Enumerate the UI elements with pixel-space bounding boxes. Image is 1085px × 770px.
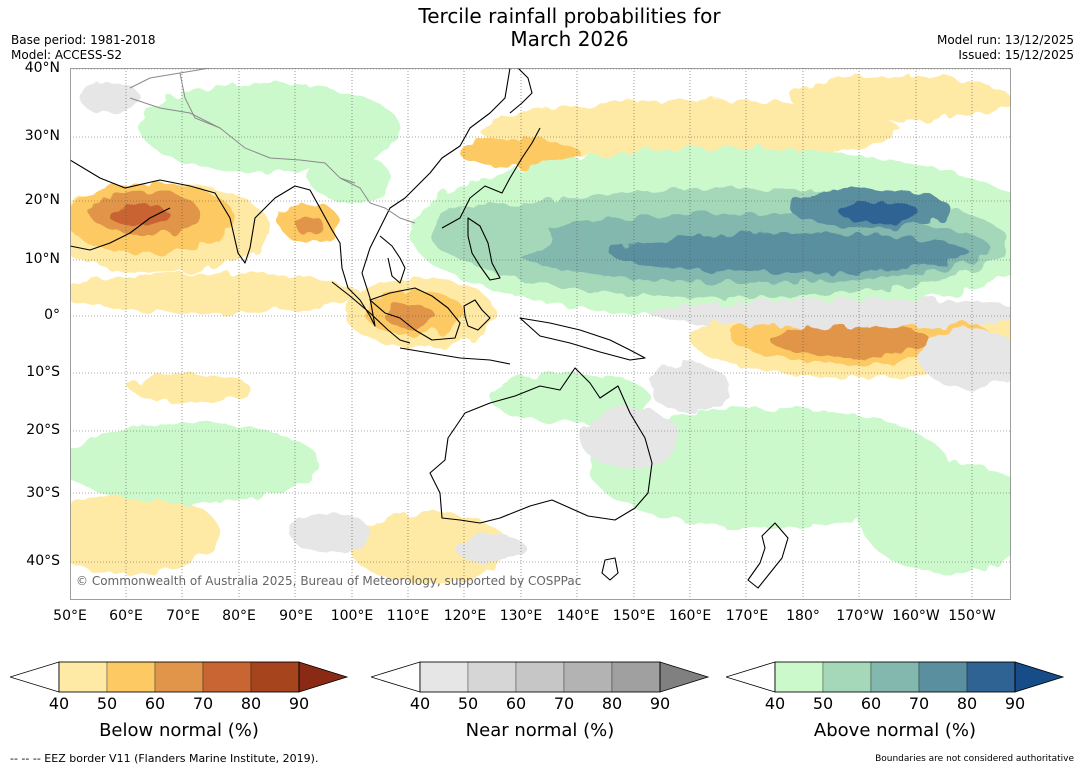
lon-label: 160°E — [668, 608, 712, 624]
lat-label: 20°N — [24, 192, 60, 208]
lat-label: 20°S — [26, 422, 60, 438]
cb-below-tick: 50 — [96, 694, 118, 713]
cb-near-tick: 50 — [457, 694, 479, 713]
colorbar-swatch — [611, 661, 661, 693]
lon-label: 50°E — [53, 608, 87, 624]
cb-below-tick: 40 — [48, 694, 70, 713]
lat-label: 30°S — [26, 485, 60, 501]
lon-label: 180° — [786, 608, 820, 624]
eez-border-note: -- -- -- EEZ border V11 (Flanders Marine… — [10, 752, 319, 765]
cb-near-tick: 80 — [601, 694, 623, 713]
lon-label: 80°E — [222, 608, 256, 624]
colorbar-swatch — [774, 661, 824, 693]
lon-label: 150°E — [612, 608, 656, 624]
colorbar-swatch — [467, 661, 517, 693]
cb-near-tick: 60 — [505, 694, 527, 713]
boundaries-disclaimer: Boundaries are not considered authoritat… — [875, 754, 1074, 764]
cb-near-tick: 70 — [553, 694, 575, 713]
cb-above-tick: 40 — [764, 694, 786, 713]
colorbar-swatch — [966, 661, 1016, 693]
colorbar-below — [10, 661, 349, 693]
lon-label: 170°E — [725, 608, 769, 624]
lon-label: 150°W — [948, 608, 996, 624]
cb-above-tick: 90 — [1004, 694, 1026, 713]
colorbar-above — [726, 661, 1065, 693]
lon-label: 100°E — [330, 608, 374, 624]
colorbar-outline — [419, 661, 661, 693]
colorbar-swatch — [106, 661, 156, 693]
colorbar-above-swatches — [726, 661, 1065, 693]
colorbar-swatch — [822, 661, 872, 693]
colorbar-swatch — [154, 661, 204, 693]
colorbar-swatch — [419, 661, 469, 693]
colorbar-swatch — [515, 661, 565, 693]
lon-label: 140°E — [556, 608, 600, 624]
colorbar-near-swatches — [371, 661, 710, 693]
lat-label: 10°S — [26, 364, 60, 380]
colorbar-near-title: Near normal (%) — [465, 720, 615, 741]
colorbar-below-swatches — [10, 661, 349, 693]
model-run: Model run: 13/12/2025 — [936, 33, 1074, 47]
lon-label: 90°E — [279, 608, 313, 624]
country-borders — [129, 68, 416, 224]
rainfall-map: © Commonwealth of Australia 2025, Bureau… — [70, 68, 1011, 600]
colorbar-high-triangle — [1014, 661, 1065, 693]
colorbar-above-title: Above normal (%) — [813, 720, 977, 741]
title-line-1: Tercile rainfall probabilities for — [418, 4, 721, 28]
title-line-2: March 2026 — [510, 27, 629, 51]
copyright-notice: © Commonwealth of Australia 2025, Bureau… — [76, 574, 581, 588]
colorbar-swatch — [58, 661, 108, 693]
cb-below-tick: 90 — [288, 694, 310, 713]
colorbar-high-triangle — [298, 661, 349, 693]
colorbar-low-triangle — [726, 661, 776, 693]
colorbar-low-triangle — [371, 661, 421, 693]
graticule — [70, 68, 1011, 600]
colorbar-outline — [774, 661, 1016, 693]
lat-label: 10°N — [24, 251, 60, 267]
cb-below-tick: 60 — [144, 694, 166, 713]
model-name: Model: ACCESS-S2 — [11, 48, 123, 62]
colorbar-swatch — [202, 661, 252, 693]
colorbar-outline — [58, 661, 300, 693]
colorbar-swatch — [870, 661, 920, 693]
lon-label: 130°E — [499, 608, 543, 624]
colorbar-swatch — [250, 661, 300, 693]
cb-above-tick: 80 — [956, 694, 978, 713]
lat-label: 40°N — [24, 60, 60, 76]
cb-near-tick: 40 — [409, 694, 431, 713]
colorbar-swatch — [918, 661, 968, 693]
colorbar-below-title: Below normal (%) — [99, 720, 259, 741]
cb-above-tick: 60 — [860, 694, 882, 713]
cb-above-tick: 70 — [908, 694, 930, 713]
coastlines — [70, 68, 789, 589]
colorbar-swatch — [563, 661, 613, 693]
lon-label: 160°W — [892, 608, 940, 624]
lat-label: 0° — [44, 307, 60, 323]
lat-label: 40°S — [26, 553, 60, 569]
cb-above-tick: 50 — [812, 694, 834, 713]
base-period: Base period: 1981-2018 — [11, 33, 156, 47]
lon-label: 120°E — [443, 608, 487, 624]
lon-label: 60°E — [109, 608, 143, 624]
lat-label: 30°N — [24, 128, 60, 144]
colorbar-near — [371, 661, 710, 693]
colorbar-high-triangle — [659, 661, 710, 693]
issued-date: Issued: 15/12/2025 — [958, 48, 1074, 62]
lon-label: 70°E — [166, 608, 200, 624]
colorbar-low-triangle — [10, 661, 60, 693]
lon-label: 170°W — [836, 608, 884, 624]
cb-below-tick: 70 — [192, 694, 214, 713]
lon-label: 110°E — [386, 608, 430, 624]
cb-below-tick: 80 — [240, 694, 262, 713]
cb-near-tick: 90 — [649, 694, 671, 713]
